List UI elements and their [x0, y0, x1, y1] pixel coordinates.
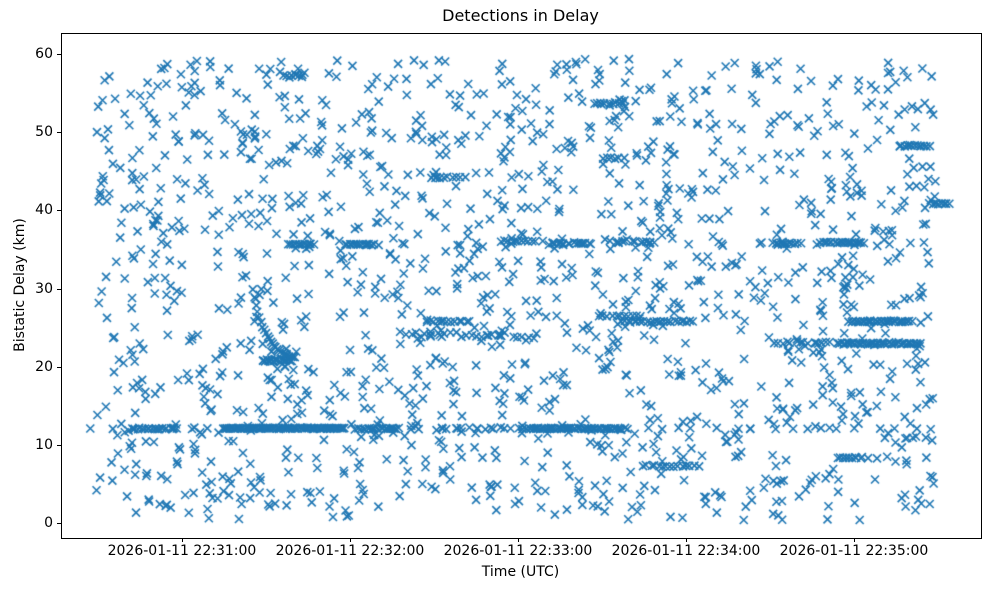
y-tick-mark — [57, 366, 61, 368]
y-tick-mark — [57, 288, 61, 290]
y-tick-label: 0 — [44, 514, 53, 531]
x-tick-mark — [685, 538, 687, 542]
x-tick-label: 2026-01-11 22:34:00 — [611, 543, 761, 559]
x-tick-label: 2026-01-11 22:33:00 — [443, 543, 593, 559]
x-tick-mark — [349, 538, 351, 542]
scatter-points-canvas — [62, 34, 981, 538]
x-tick-label: 2026-01-11 22:31:00 — [107, 543, 257, 559]
chart-title: Detections in Delay — [442, 6, 599, 25]
y-tick-label: 50 — [35, 124, 53, 141]
x-tick-label: 2026-01-11 22:35:00 — [779, 543, 929, 559]
y-tick-label: 20 — [35, 358, 53, 375]
y-tick-mark — [57, 54, 61, 56]
x-tick-mark — [181, 538, 183, 542]
y-tick-mark — [57, 210, 61, 212]
x-axis-label: Time (UTC) — [481, 564, 560, 580]
y-tick-label: 40 — [35, 202, 53, 219]
plot-area — [61, 33, 982, 539]
x-tick-label: 2026-01-11 22:32:00 — [275, 543, 425, 559]
y-tick-mark — [57, 132, 61, 134]
x-tick-mark — [517, 538, 519, 542]
y-tick-label: 60 — [35, 46, 53, 63]
x-tick-mark — [853, 538, 855, 542]
y-tick-mark — [57, 522, 61, 524]
y-tick-label: 10 — [35, 436, 53, 453]
y-tick-mark — [57, 444, 61, 446]
y-tick-label: 30 — [35, 280, 53, 297]
